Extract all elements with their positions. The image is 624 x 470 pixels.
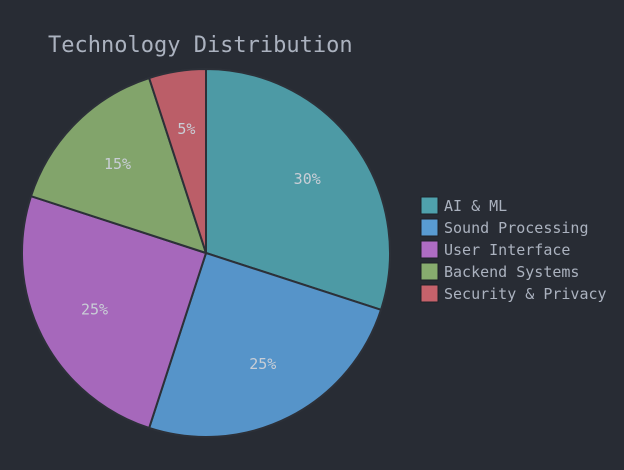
legend-swatch-security-and-privacy [420, 284, 439, 303]
slice-label-sound-processing: 25% [249, 355, 276, 373]
legend-item-user-interface[interactable]: User Interface [420, 240, 570, 259]
legend-item-backend-systems[interactable]: Backend Systems [420, 262, 579, 281]
slice-label-ai-and-ml: 30% [294, 170, 321, 188]
pie-slice-user-interface[interactable] [21, 194, 208, 430]
pie-slice-sound-processing[interactable] [147, 251, 383, 438]
legend-swatch-sound-processing [420, 218, 439, 237]
legend-label-sound-processing: Sound Processing [444, 219, 589, 237]
pie-slice-labels: 30% 25% 25% 15% 5% [81, 120, 321, 373]
pie-slice-security-and-privacy[interactable] [147, 67, 207, 254]
legend-item-sound-processing[interactable]: Sound Processing [420, 218, 589, 237]
legend-label-user-interface: User Interface [444, 241, 570, 259]
legend-label-security-and-privacy: Security & Privacy [444, 285, 607, 303]
legend-swatch-backend-systems [420, 262, 439, 281]
legend-item-ai-and-ml[interactable]: AI & ML [420, 196, 507, 215]
legend: AI & ML Sound Processing User Interface Bac… [420, 196, 607, 303]
legend-label-ai-and-ml: AI & ML [444, 197, 507, 215]
pie-slice-backend-systems[interactable] [29, 76, 208, 255]
legend-swatch-user-interface [420, 240, 439, 259]
slice-label-backend-systems: 15% [104, 155, 131, 173]
pie-slice-ai-and-ml[interactable] [205, 67, 391, 312]
legend-label-backend-systems: Backend Systems [444, 263, 579, 281]
pie-slices [21, 67, 391, 438]
slice-label-user-interface: 25% [81, 300, 108, 318]
slice-label-security-and-privacy: 5% [177, 120, 195, 138]
legend-swatch-ai-and-ml [420, 196, 439, 215]
legend-item-security-and-privacy[interactable]: Security & Privacy [420, 284, 607, 303]
chart-title: Technology Distribution [48, 33, 353, 58]
